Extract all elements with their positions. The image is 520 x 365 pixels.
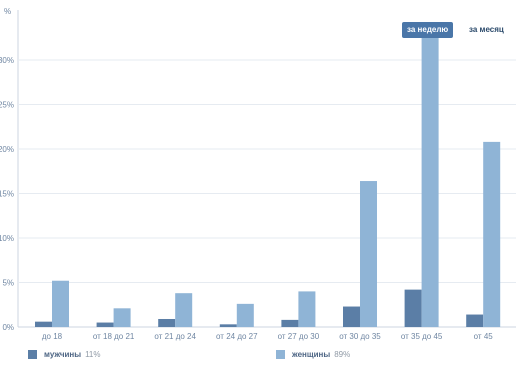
bar-men xyxy=(281,319,299,327)
week-toggle-button[interactable]: за неделю xyxy=(402,22,454,38)
bar-women xyxy=(421,33,439,328)
x-tick-label: от 21 до 24 xyxy=(154,332,196,341)
legend-label-men: мужчины xyxy=(44,350,82,359)
x-tick-label: от 30 до 35 xyxy=(339,332,381,341)
bar-men xyxy=(219,324,237,327)
legend-item-women[interactable]: женщины 89% xyxy=(276,350,350,359)
bar-men xyxy=(35,321,52,327)
bar-women xyxy=(175,293,193,327)
legend-swatch-men xyxy=(28,350,37,359)
bar-women xyxy=(483,141,501,327)
x-tick-label: от 45 xyxy=(474,332,494,341)
bar-men xyxy=(404,289,422,327)
x-tick-label: от 27 до 30 xyxy=(278,332,320,341)
x-tick-label: до 18 xyxy=(42,332,63,341)
month-toggle-button[interactable]: за месяц xyxy=(469,25,504,34)
y-tick-label: 20% xyxy=(0,145,14,154)
y-tick-label: 25% xyxy=(0,101,14,110)
y-tick-label: 0% xyxy=(2,323,14,332)
legend-percent-women: 89% xyxy=(334,350,351,359)
legend-item-men[interactable]: мужчины 11% xyxy=(28,350,100,359)
x-tick-label: от 24 до 27 xyxy=(216,332,258,341)
y-axis-unit: % xyxy=(4,7,11,16)
bar-women xyxy=(236,303,254,327)
y-tick-label: 10% xyxy=(0,234,14,243)
bar-men xyxy=(96,322,114,327)
bar-women xyxy=(298,291,316,327)
x-tick-label: от 18 до 21 xyxy=(93,332,135,341)
legend-label-women: женщины xyxy=(292,350,331,359)
y-tick-label: 15% xyxy=(0,190,14,199)
x-tick-label: от 35 до 45 xyxy=(401,332,443,341)
y-tick-label: 30% xyxy=(0,56,14,65)
bar-men xyxy=(343,306,360,327)
legend-swatch-women xyxy=(276,350,285,359)
bar-women xyxy=(360,181,377,327)
bar-men xyxy=(158,318,176,327)
legend-percent-men: 11% xyxy=(85,350,101,359)
y-tick-label: 5% xyxy=(2,279,14,288)
bar-women xyxy=(113,308,131,327)
bar-men xyxy=(466,314,484,327)
bar-women xyxy=(52,280,69,327)
